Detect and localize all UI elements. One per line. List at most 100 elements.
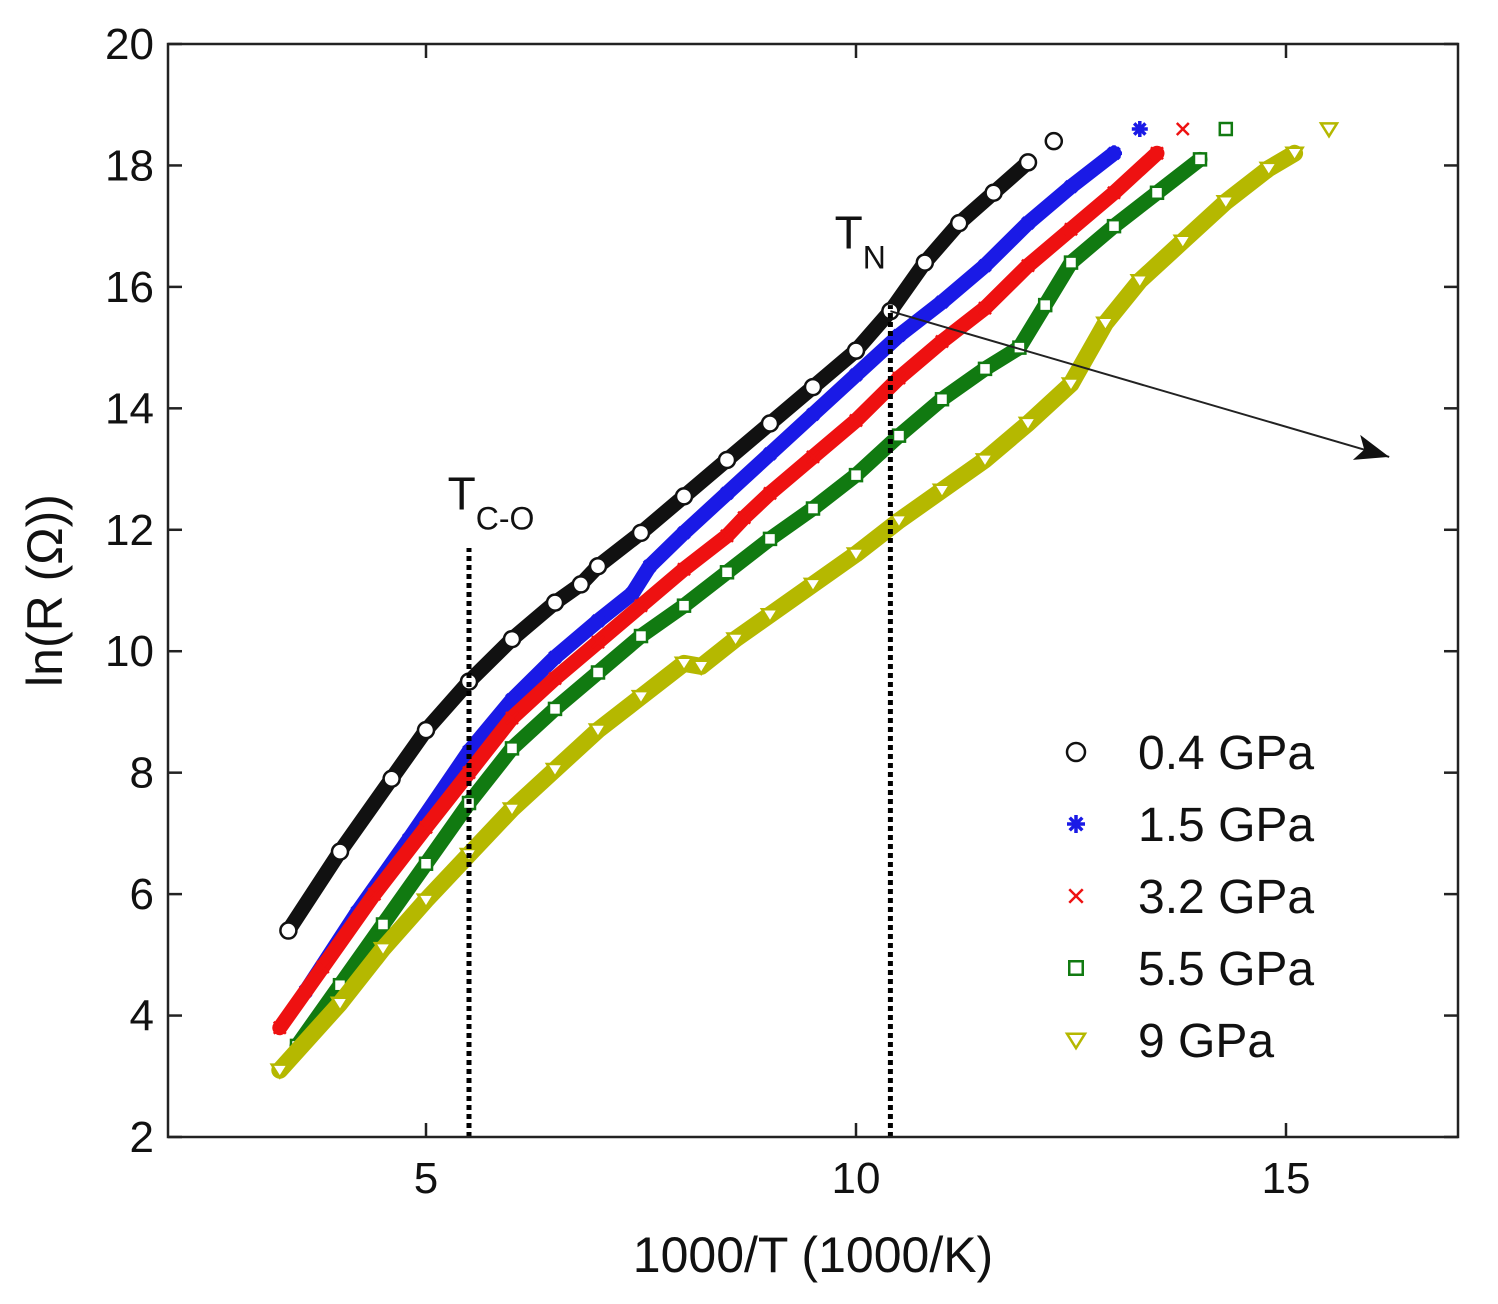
data-point	[719, 565, 735, 580]
y-tick-label: 12	[105, 506, 154, 555]
data-point	[372, 941, 394, 959]
data-point	[545, 593, 565, 612]
data-point	[717, 450, 737, 470]
data-point	[978, 301, 992, 316]
data-point	[690, 659, 712, 676]
data-point	[547, 701, 563, 717]
data-point	[888, 513, 910, 531]
legend-label: 1.5 GPa	[1138, 799, 1314, 852]
data-point	[624, 585, 641, 602]
series-band	[272, 145, 1165, 1036]
series-1.5-GPa	[297, 121, 1148, 1000]
data-point	[931, 483, 953, 500]
y-tick-label: 4	[130, 992, 154, 1041]
data-point	[418, 856, 434, 871]
data-point	[419, 820, 433, 835]
data-point	[1172, 234, 1194, 251]
series-band	[298, 145, 1122, 999]
y-tick-label: 6	[130, 870, 154, 919]
data-point	[845, 547, 867, 564]
legend-marker	[1067, 815, 1085, 833]
data-point	[548, 671, 562, 686]
y-tick-label: 14	[105, 384, 154, 433]
data-point	[891, 327, 907, 344]
annotation-main: T	[448, 468, 476, 520]
data-point	[269, 1063, 291, 1080]
legend-entry: 5.5 GPa	[1068, 943, 1314, 996]
data-point	[502, 629, 522, 649]
annotation-T_N: TN	[835, 207, 886, 276]
data-point	[367, 887, 382, 901]
data-point	[720, 528, 734, 543]
x-axis-label: 1000/T (1000/K)	[633, 1227, 993, 1283]
data-point	[279, 921, 298, 940]
x-tick-label: 15	[1262, 1154, 1311, 1203]
data-point	[1063, 178, 1079, 195]
annotation-T_C-O: TC-O	[448, 468, 535, 537]
data-point	[501, 802, 523, 819]
data-point	[759, 607, 781, 625]
data-point	[547, 649, 563, 666]
data-point	[591, 635, 605, 649]
data-point	[634, 598, 648, 613]
data-point	[674, 487, 694, 506]
data-point	[949, 213, 969, 233]
legend-label: 0.4 GPa	[1138, 727, 1314, 780]
data-point	[505, 711, 519, 725]
data-point	[1037, 297, 1053, 313]
data-point	[504, 741, 520, 756]
data-point	[590, 612, 606, 629]
legend-entry: 3.2 GPa	[1068, 871, 1314, 924]
data-point	[974, 453, 996, 470]
annotation-subscript: C-O	[476, 501, 535, 537]
data-point	[1284, 146, 1305, 163]
legend-entry: 0.4 GPa	[1065, 727, 1314, 780]
data-point	[1021, 258, 1035, 273]
data-point	[934, 294, 950, 311]
legend-entry: 1.5 GPa	[1067, 799, 1314, 852]
data-point	[719, 485, 735, 502]
series-band	[271, 144, 1304, 1079]
data-point	[1258, 161, 1280, 179]
data-point	[587, 723, 609, 740]
data-point	[1020, 215, 1036, 232]
y-tick-label: 8	[130, 749, 154, 798]
data-point	[1063, 255, 1079, 270]
data-point	[673, 656, 695, 673]
legend-entry: 9 GPa	[1064, 1015, 1274, 1068]
data-point	[1095, 316, 1116, 333]
data-point	[1107, 185, 1121, 200]
data-point	[762, 531, 778, 547]
data-point	[805, 501, 821, 516]
data-point	[984, 183, 1003, 203]
data-point	[641, 558, 658, 575]
data-point	[461, 743, 477, 760]
series-3.2-GPa	[272, 122, 1190, 1036]
data-point	[1192, 152, 1208, 167]
annotation-main: T	[835, 207, 863, 259]
y-tick-label: 16	[105, 263, 154, 312]
data-point	[590, 665, 606, 680]
y-axis-label: ln(R (Ω))	[17, 494, 73, 687]
data-point	[504, 691, 520, 708]
data-point	[1017, 416, 1039, 434]
series-9-GPa	[269, 122, 1340, 1080]
data-point	[375, 917, 391, 932]
data-point	[1044, 131, 1064, 151]
data-point	[1150, 146, 1164, 161]
data-point	[315, 960, 330, 974]
data-point	[848, 467, 864, 483]
vertical-lines	[466, 305, 893, 1137]
x-tick-label: 10	[832, 1154, 881, 1203]
data-point	[760, 414, 780, 433]
data-point	[631, 523, 651, 543]
data-point	[1175, 122, 1190, 136]
y-tick-label: 20	[105, 20, 154, 69]
data-point	[846, 341, 866, 360]
data-point	[329, 996, 351, 1013]
legend-label: 3.2 GPa	[1138, 871, 1314, 924]
y-tick-label: 10	[105, 627, 154, 676]
data-point	[416, 720, 436, 740]
